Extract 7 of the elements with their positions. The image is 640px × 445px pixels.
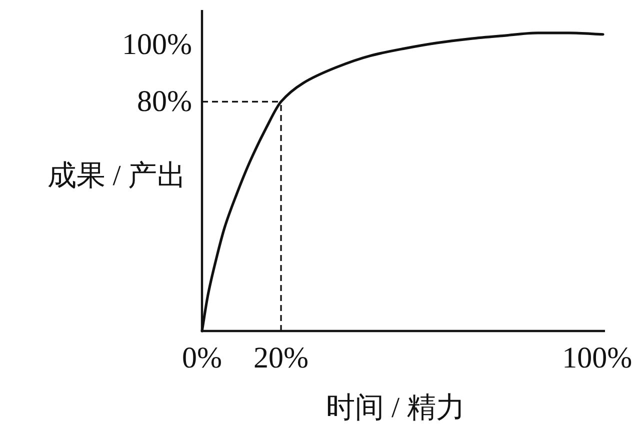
x-tick-label: 100% xyxy=(562,342,632,374)
x-tick-label: 0% xyxy=(182,342,222,374)
y-tick-label: 100% xyxy=(122,28,192,61)
y-axis-title: 成果 / 产出 xyxy=(47,160,186,192)
y-tick-label: 80% xyxy=(137,85,192,118)
x-axis-title: 时间 / 精力 xyxy=(326,392,465,424)
x-tick-label: 20% xyxy=(254,342,309,374)
